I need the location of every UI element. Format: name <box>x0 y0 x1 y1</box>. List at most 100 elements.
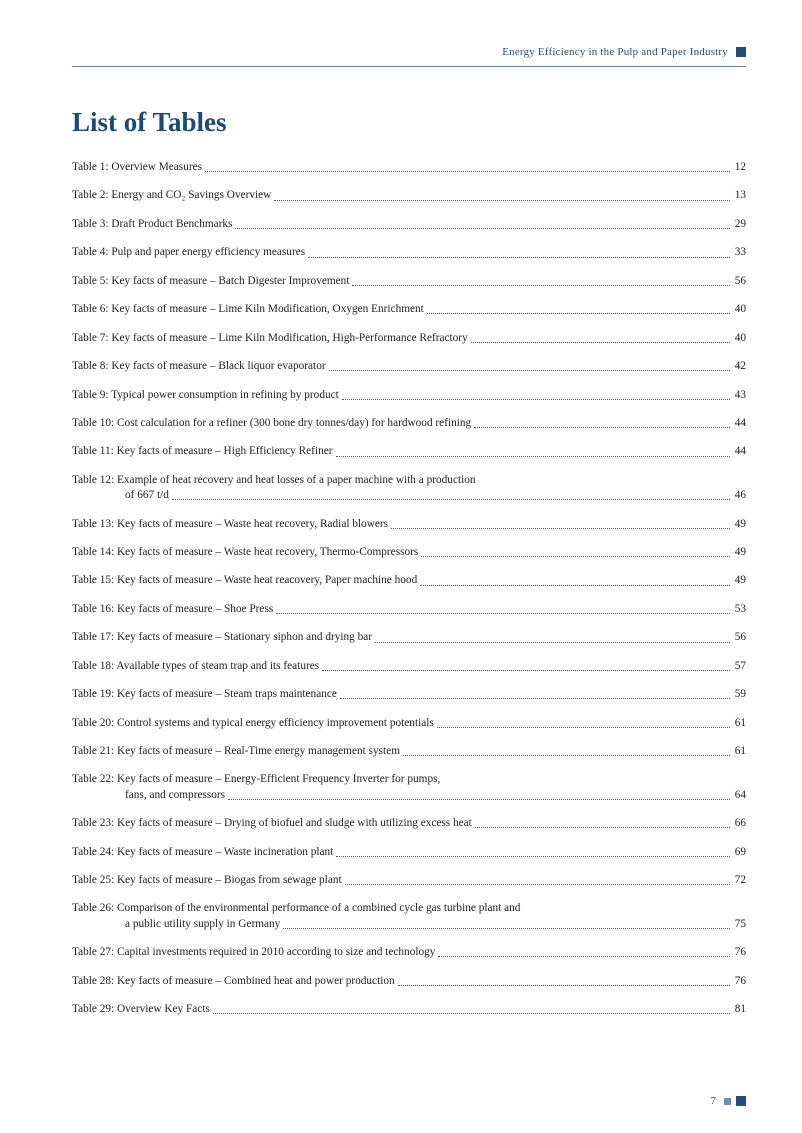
toc-leader-dots <box>172 499 730 500</box>
toc-page: 49 <box>733 517 746 532</box>
toc-page: 46 <box>733 488 746 503</box>
toc-label: Table 28: Key facts of measure – Combine… <box>72 974 395 989</box>
toc-entry: Table 25: Key facts of measure – Biogas … <box>72 873 746 888</box>
toc-page: 49 <box>733 573 746 588</box>
toc-label: Table 5: Key facts of measure – Batch Di… <box>72 274 349 289</box>
toc-label: Table 25: Key facts of measure – Biogas … <box>72 873 342 888</box>
toc-leader-dots <box>283 928 729 929</box>
toc-leader-dots <box>474 427 730 428</box>
toc-entry: Table 20: Control systems and typical en… <box>72 716 746 731</box>
toc-leader-dots <box>427 313 730 314</box>
toc-label: Table 11: Key facts of measure – High Ef… <box>72 444 333 459</box>
toc-entry: Table 18: Available types of steam trap … <box>72 659 746 674</box>
toc-page: 66 <box>733 816 746 831</box>
toc-page: 59 <box>733 687 746 702</box>
header-title: Energy Efficiency in the Pulp and Paper … <box>502 46 728 58</box>
toc-sublabel: fans, and compressors <box>72 788 225 803</box>
toc-entry: Table 3: Draft Product Benchmarks 29 <box>72 217 746 232</box>
toc-entry: Table 29: Overview Key Facts81 <box>72 1002 746 1017</box>
list-of-tables: Table 1: Overview Measures12 Table 2: Ene… <box>72 160 746 1017</box>
toc-leader-dots <box>235 228 729 229</box>
toc-page: 72 <box>733 873 746 888</box>
toc-leader-dots <box>336 456 730 457</box>
toc-page: 81 <box>733 1002 746 1017</box>
toc-entry: Table 24: Key facts of measure – Waste i… <box>72 845 746 860</box>
toc-entry: Table 5: Key facts of measure – Batch Di… <box>72 274 746 289</box>
toc-page: 43 <box>733 388 746 403</box>
toc-leader-dots <box>308 257 730 258</box>
toc-entry: Table 23: Key facts of measure – Drying … <box>72 816 746 831</box>
toc-label: Table 10: Cost calculation for a refiner… <box>72 416 471 431</box>
section-title: List of Tables <box>72 107 746 138</box>
toc-leader-dots <box>329 370 730 371</box>
toc-entry: Table 6: Key facts of measure – Lime Kil… <box>72 302 746 317</box>
toc-entry: Table 14: Key facts of measure – Waste h… <box>72 545 746 560</box>
toc-page: 40 <box>733 331 746 346</box>
page-footer: 7 <box>711 1095 747 1107</box>
toc-leader-dots <box>398 985 730 986</box>
toc-entry: Table 26: Comparison of the environmenta… <box>72 901 746 932</box>
toc-sublabel: of 667 t/d <box>72 488 169 503</box>
toc-leader-dots <box>228 799 730 800</box>
toc-leader-dots <box>375 642 730 643</box>
toc-page: 61 <box>733 744 746 759</box>
toc-leader-dots <box>475 827 730 828</box>
toc-leader-dots <box>336 856 729 857</box>
header-rule <box>72 66 746 67</box>
toc-label: Table 8: Key facts of measure – Black li… <box>72 359 326 374</box>
toc-entry: Table 8: Key facts of measure – Black li… <box>72 359 746 374</box>
toc-page: 76 <box>733 945 746 960</box>
toc-label: Table 17: Key facts of measure – Station… <box>72 630 372 645</box>
toc-page: 40 <box>733 302 746 317</box>
toc-page: 57 <box>733 659 746 674</box>
toc-leader-dots <box>471 342 730 343</box>
toc-entry: Table 28: Key facts of measure – Combine… <box>72 974 746 989</box>
toc-label: Table 9: Typical power consumption in re… <box>72 388 339 403</box>
toc-entry: Table 16: Key facts of measure – Shoe Pr… <box>72 602 746 617</box>
toc-leader-dots <box>420 585 729 586</box>
toc-label: Table 27: Capital investments required i… <box>72 945 435 960</box>
header-accent-square-icon <box>736 47 746 57</box>
toc-leader-dots <box>403 755 730 756</box>
toc-entry: Table 15: Key facts of measure – Waste h… <box>72 573 746 588</box>
toc-label: Table 16: Key facts of measure – Shoe Pr… <box>72 602 273 617</box>
toc-sublabel: a public utility supply in Germany <box>72 917 280 932</box>
toc-leader-dots <box>352 285 729 286</box>
toc-page: 44 <box>733 444 746 459</box>
toc-leader-dots <box>437 727 730 728</box>
toc-entry: Table 19: Key facts of measure – Steam t… <box>72 687 746 702</box>
toc-label: Table 19: Key facts of measure – Steam t… <box>72 687 337 702</box>
toc-label: Table 20: Control systems and typical en… <box>72 716 434 731</box>
toc-page: 33 <box>733 245 746 260</box>
toc-page: 64 <box>733 788 746 803</box>
toc-label: Table 15: Key facts of measure – Waste h… <box>72 573 417 588</box>
toc-label: Table 2: Energy and CO₂ Savings Overview <box>72 188 271 203</box>
toc-entry: Table 22: Key facts of measure – Energy-… <box>72 772 746 803</box>
toc-label: Table 3: Draft Product Benchmarks <box>72 217 232 232</box>
toc-page: 69 <box>733 845 746 860</box>
toc-leader-dots <box>340 698 730 699</box>
toc-entry: Table 10: Cost calculation for a refiner… <box>72 416 746 431</box>
toc-leader-dots <box>276 613 729 614</box>
toc-page: 29 <box>733 217 746 232</box>
toc-leader-dots <box>345 884 730 885</box>
footer-square-large-icon <box>736 1096 746 1106</box>
toc-leader-dots <box>391 528 730 529</box>
toc-label: Table 24: Key facts of measure – Waste i… <box>72 845 333 860</box>
toc-label: Table 26: Comparison of the environmenta… <box>72 901 520 916</box>
footer-square-small-icon <box>724 1098 731 1105</box>
toc-label: Table 1: Overview Measures <box>72 160 202 175</box>
toc-leader-dots <box>213 1013 730 1014</box>
toc-entry: Table 1: Overview Measures12 <box>72 160 746 175</box>
toc-leader-dots <box>322 670 730 671</box>
toc-label: Table 12: Example of heat recovery and h… <box>72 473 476 488</box>
page-number: 7 <box>711 1095 717 1107</box>
toc-label: Table 22: Key facts of measure – Energy-… <box>72 772 440 787</box>
toc-entry: Table 11: Key facts of measure – High Ef… <box>72 444 746 459</box>
toc-page: 44 <box>733 416 746 431</box>
toc-label: Table 23: Key facts of measure – Drying … <box>72 816 472 831</box>
toc-entry: Table 13: Key facts of measure – Waste h… <box>72 517 746 532</box>
toc-page: 53 <box>733 602 746 617</box>
toc-entry: Table 12: Example of heat recovery and h… <box>72 473 746 504</box>
toc-entry: Table 4: Pulp and paper energy efficienc… <box>72 245 746 260</box>
